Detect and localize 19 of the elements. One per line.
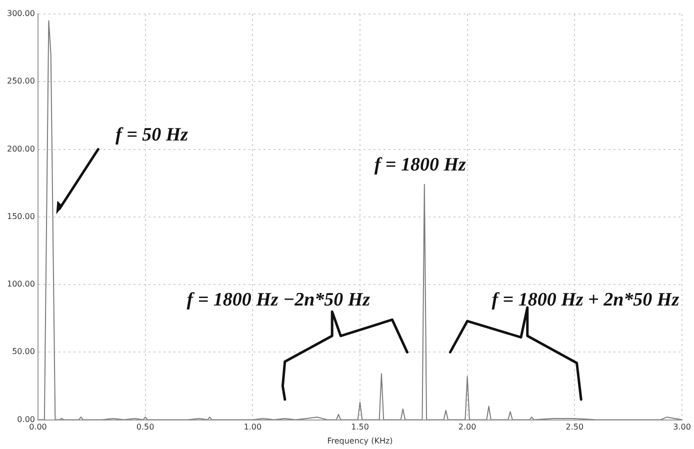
x-tick-label: 1.50: [351, 422, 369, 432]
annotation: f = 50 Hz: [115, 124, 189, 146]
x-tick-label: 2.50: [566, 422, 584, 432]
annotation: f = 1800 Hz: [374, 154, 466, 176]
x-tick-label: 1.00: [244, 422, 262, 432]
y-tick-label: 100.00: [6, 280, 35, 289]
annotation: f = 1800 Hz + 2n*50 Hz: [492, 290, 680, 311]
y-tick-label: 200.00: [6, 144, 35, 154]
x-tick-label: 0.50: [136, 422, 154, 432]
x-tick-label: 2.00: [458, 422, 476, 432]
x-tick-label: 0.00: [29, 422, 47, 432]
y-tick-label: 300.00: [6, 9, 35, 18]
y-tick-label: 150.00: [6, 212, 35, 221]
y-tick-label: 0.00: [17, 414, 35, 424]
x-axis-title: Frequency (KHz): [327, 436, 393, 446]
x-tick-label: 3.00: [673, 422, 691, 432]
y-tick-label: 250.00: [6, 76, 35, 86]
y-tick-label: 50.00: [12, 347, 35, 356]
annotation: f = 1800 Hz −2n*50 Hz: [186, 290, 371, 311]
